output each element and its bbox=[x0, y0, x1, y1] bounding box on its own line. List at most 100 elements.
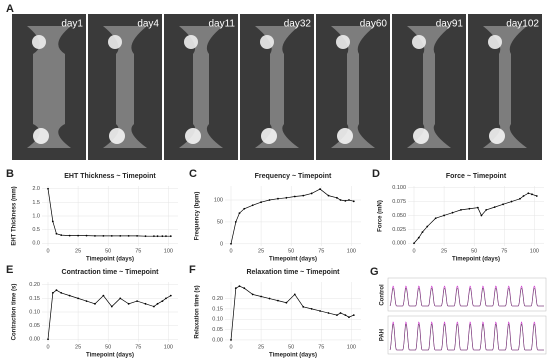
y-tick-label: 0.15 bbox=[212, 306, 223, 312]
point bbox=[344, 199, 347, 202]
x-tick-label: 25 bbox=[258, 248, 264, 254]
x-tick-label: 75 bbox=[135, 344, 141, 350]
point bbox=[119, 235, 122, 237]
plot-area bbox=[225, 186, 361, 246]
panel-label: A bbox=[6, 3, 14, 15]
y-tick-label: 0.000 bbox=[392, 241, 406, 247]
post bbox=[185, 128, 201, 144]
point bbox=[55, 289, 58, 292]
day-label: day91 bbox=[436, 19, 464, 30]
point bbox=[127, 235, 130, 237]
point bbox=[110, 305, 113, 308]
point bbox=[310, 307, 313, 310]
point bbox=[47, 338, 49, 341]
plot-area bbox=[225, 282, 361, 342]
y-tick-label: 1.0 bbox=[32, 213, 40, 219]
point bbox=[519, 197, 521, 200]
y-tick-label: 0.05 bbox=[212, 327, 223, 333]
point bbox=[480, 214, 483, 217]
point bbox=[522, 195, 525, 197]
point bbox=[60, 292, 63, 294]
point bbox=[85, 234, 88, 237]
x-tick-label: 100 bbox=[164, 248, 173, 254]
point bbox=[77, 297, 80, 300]
point bbox=[110, 235, 113, 237]
trace-panel: G Control PAH bbox=[370, 266, 547, 355]
charts: B EHT Thickness ~ Timepoint 0.0 0.5 1.0 1.5 2.… bbox=[6, 168, 544, 359]
point bbox=[319, 188, 321, 190]
y-tick-label: 0.20 bbox=[29, 282, 40, 288]
x-axis-label: Timepoint (days) bbox=[269, 353, 317, 359]
point bbox=[352, 200, 355, 203]
x-tick-label: 50 bbox=[288, 344, 294, 350]
point bbox=[434, 217, 437, 220]
x-tick-label: 50 bbox=[105, 248, 111, 254]
point bbox=[285, 301, 288, 304]
y-tick-label: 0.025 bbox=[392, 227, 406, 233]
point bbox=[60, 234, 63, 236]
point bbox=[485, 208, 488, 211]
y-tick-label: 0.5 bbox=[32, 227, 40, 233]
point bbox=[153, 235, 155, 238]
day-label: day60 bbox=[360, 19, 388, 30]
x-tick-label: 100 bbox=[530, 248, 539, 254]
y-tick-label: 0.100 bbox=[392, 185, 406, 191]
point bbox=[144, 235, 147, 238]
point bbox=[156, 235, 159, 238]
point bbox=[319, 310, 321, 312]
row-label: Control bbox=[380, 284, 386, 306]
chart-title: Relaxation time ~ Timepoint bbox=[246, 269, 340, 276]
point bbox=[426, 225, 429, 228]
point bbox=[234, 287, 237, 290]
tissue bbox=[179, 26, 223, 148]
point bbox=[165, 235, 167, 238]
post bbox=[413, 128, 429, 144]
point bbox=[348, 199, 350, 201]
y-tick-label: 0.10 bbox=[29, 309, 40, 315]
point bbox=[156, 302, 159, 305]
day-label: day11 bbox=[208, 19, 235, 30]
point bbox=[85, 300, 88, 302]
y-tick-label: 50 bbox=[217, 219, 223, 225]
point bbox=[277, 197, 279, 200]
point bbox=[251, 204, 254, 207]
point bbox=[443, 214, 446, 217]
post bbox=[32, 35, 46, 49]
chart-title: EHT Thickness ~ Timepoint bbox=[64, 173, 156, 180]
chart-title: Contraction time ~ Timepoint bbox=[62, 269, 160, 276]
point bbox=[421, 231, 424, 234]
point bbox=[493, 206, 496, 209]
post bbox=[109, 128, 125, 144]
point bbox=[51, 292, 54, 294]
row-label: PAH bbox=[380, 329, 386, 341]
y-tick-label: 0.05 bbox=[29, 323, 40, 329]
point bbox=[527, 192, 530, 195]
point bbox=[302, 305, 305, 308]
point bbox=[468, 207, 471, 210]
post bbox=[260, 35, 274, 49]
y-axis-label: Force (mN) bbox=[378, 200, 384, 232]
point bbox=[238, 212, 241, 215]
point bbox=[136, 300, 138, 302]
x-tick-label: 100 bbox=[164, 344, 173, 350]
point bbox=[161, 300, 164, 302]
post bbox=[261, 128, 277, 144]
x-tick-label: 50 bbox=[471, 248, 477, 254]
point bbox=[94, 302, 96, 305]
point bbox=[285, 196, 288, 199]
point bbox=[127, 302, 130, 305]
point bbox=[339, 199, 342, 201]
y-tick-label: 0.050 bbox=[392, 213, 406, 219]
tissue bbox=[483, 26, 527, 148]
x-tick-label: 75 bbox=[135, 248, 141, 254]
x-tick-label: 25 bbox=[75, 344, 81, 350]
y-tick-label: 0 bbox=[220, 241, 223, 247]
x-tick-label: 75 bbox=[501, 248, 507, 254]
trace bbox=[389, 323, 544, 351]
point bbox=[102, 235, 105, 237]
point bbox=[344, 314, 347, 317]
point bbox=[339, 312, 342, 314]
point bbox=[302, 194, 305, 197]
point bbox=[476, 206, 479, 209]
trace bbox=[389, 287, 544, 307]
